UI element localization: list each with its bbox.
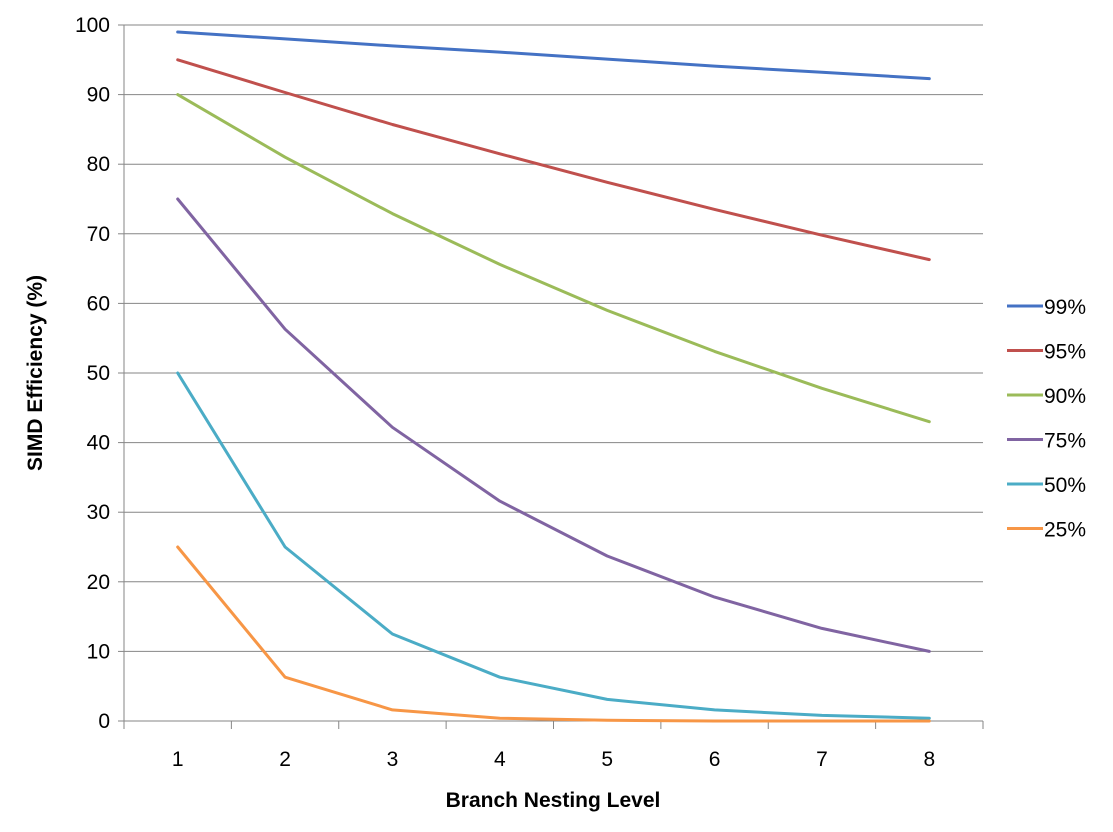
legend-label: 75% <box>1044 430 1086 453</box>
y-tick-label: 90 <box>87 84 110 107</box>
x-tick-label: 1 <box>172 748 184 771</box>
series-line-95pct <box>176 58 931 262</box>
y-tick-label: 30 <box>87 501 110 524</box>
legend-entry: 95% <box>1007 341 1086 364</box>
y-tick-label: 80 <box>87 153 110 176</box>
x-axis-title: Branch Nesting Level <box>446 789 661 812</box>
x-tick-label: 4 <box>494 748 506 771</box>
legend-entry: 25% <box>1007 519 1086 542</box>
y-tick-label: 60 <box>87 292 110 315</box>
legend-entry: 90% <box>1007 385 1086 408</box>
series-lines <box>176 30 931 723</box>
y-tick-label: 10 <box>87 640 110 663</box>
axes: 0 10 20 30 40 50 60 70 80 90 100 1 2 3 4 5 6 7 8 <box>75 14 984 771</box>
y-tick-label: 40 <box>87 432 110 455</box>
series-line-50pct <box>176 371 931 720</box>
series-line-90pct <box>176 93 931 424</box>
x-tick-label: 8 <box>923 748 935 771</box>
y-tick-label: 20 <box>87 571 110 594</box>
legend-label: 50% <box>1044 474 1086 497</box>
x-tick-label: 2 <box>279 748 291 771</box>
legend: 99% 95% 90% 75% 50% 25% <box>1007 296 1086 542</box>
x-tick-label: 6 <box>709 748 721 771</box>
series-line-25pct <box>176 545 931 723</box>
legend-entry: 50% <box>1007 474 1086 497</box>
legend-label: 99% <box>1044 296 1086 319</box>
x-tick-label: 3 <box>387 748 399 771</box>
x-tick-label: 5 <box>601 748 613 771</box>
legend-entry: 75% <box>1007 430 1086 453</box>
legend-label: 95% <box>1044 341 1086 364</box>
legend-label: 90% <box>1044 385 1086 408</box>
y-tick-label: 70 <box>87 223 110 246</box>
legend-entry: 99% <box>1007 296 1086 319</box>
y-axis-title: SIMD Efficiency (%) <box>24 275 47 471</box>
gridlines <box>124 24 983 652</box>
y-tick-label: 0 <box>98 710 110 733</box>
y-tick-label: 50 <box>87 362 110 385</box>
series-line-99pct <box>176 30 931 81</box>
legend-label: 25% <box>1044 519 1086 542</box>
x-tick-label: 7 <box>816 748 828 771</box>
series-line-75pct <box>176 197 931 653</box>
y-tick-label: 100 <box>75 14 110 37</box>
